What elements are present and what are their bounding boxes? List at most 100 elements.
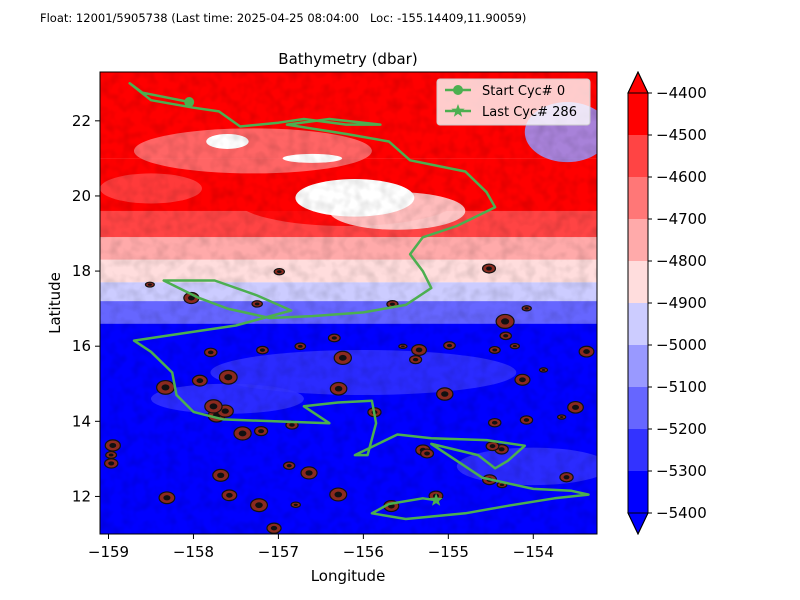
seamount-core	[286, 464, 292, 468]
seamount-core	[188, 295, 195, 301]
colorbar-tick-label: −5100	[656, 378, 707, 396]
x-tick-label: −158	[173, 543, 214, 561]
legend-start-label: Start Cyc# 0	[482, 84, 565, 99]
seamount-core	[270, 525, 278, 531]
x-tick-label: −157	[258, 543, 299, 561]
seamount-core	[305, 470, 313, 476]
seamount-core	[501, 318, 510, 325]
float-track	[128, 82, 590, 521]
seamount-core	[259, 348, 266, 352]
seamount-core	[226, 492, 233, 498]
start-marker	[184, 97, 195, 108]
colorbar-extend-bottom	[627, 512, 649, 536]
seamount-core	[519, 377, 526, 383]
seamount-core	[221, 408, 229, 414]
y-tick-label: 18	[72, 262, 91, 280]
seamount-core	[523, 418, 530, 422]
colorbar-segment	[628, 93, 648, 135]
x-tick-label: −154	[513, 543, 554, 561]
colorbar-tick-label: −4700	[656, 210, 707, 228]
seamount-core	[489, 444, 496, 449]
seamount-core	[254, 302, 260, 306]
colorbar-segment	[628, 177, 648, 219]
colorbar-tick-label: −5200	[656, 420, 707, 438]
plot-area	[100, 72, 597, 534]
colorbar-tick-label: −5400	[656, 504, 707, 522]
colorbar-tick-label: −4600	[656, 168, 707, 186]
seamount-core	[583, 349, 590, 355]
seamount-core	[293, 503, 298, 506]
y-tick-label: 12	[72, 487, 91, 505]
colorbar-tick-label: −5300	[656, 462, 707, 480]
seamount-core	[209, 403, 218, 410]
seamount-core	[108, 461, 115, 466]
seamount-core	[276, 270, 282, 274]
colorbar-tick-label: −4400	[656, 84, 707, 102]
legend-last-label: Last Cyc# 286	[482, 105, 577, 120]
y-axis-ticks: 12 14 16 18 20 22	[72, 112, 100, 505]
y-tick-label: 14	[72, 412, 91, 430]
colorbar-tick-label: −5000	[656, 336, 707, 354]
seamount-core	[196, 378, 204, 384]
x-tick-label: −159	[88, 543, 129, 561]
seamount-core	[258, 429, 265, 434]
seamount-core	[255, 502, 263, 509]
seamount-core	[109, 442, 117, 448]
seamount-core	[441, 391, 449, 397]
plot-title: Bathymetry (dbar)	[278, 50, 417, 68]
x-axis-label: Longitude	[311, 567, 386, 585]
seamount-core	[207, 350, 214, 355]
y-tick-label: 20	[72, 187, 91, 205]
x-tick-label: −155	[428, 543, 469, 561]
contour-texture	[100, 72, 597, 534]
seamount-core	[524, 307, 529, 310]
legend-box	[436, 78, 591, 126]
seamount-core	[163, 495, 171, 501]
y-tick-label: 22	[72, 112, 91, 130]
plot-frame	[99, 71, 598, 535]
seamount-core	[161, 384, 170, 391]
colorbar-segment	[628, 261, 648, 303]
seamount-core	[559, 416, 564, 418]
colorbar-segment	[628, 387, 648, 429]
legend-start-marker	[453, 85, 463, 95]
seamounts	[103, 263, 595, 534]
seamount-core	[415, 347, 423, 353]
colorbar-tick-label: −4500	[656, 126, 707, 144]
seamount-core	[446, 343, 453, 348]
seamount-core	[297, 344, 303, 348]
seamount-core	[331, 336, 337, 340]
seamount-core	[401, 345, 405, 348]
seamount-core	[498, 447, 505, 452]
colorbar-segment	[628, 429, 648, 471]
colorbar-segment	[628, 471, 648, 513]
float-info-header: Float: 12001/5905738 (Last time: 2025-04…	[40, 11, 527, 25]
seamount-core	[572, 404, 580, 410]
colorbar-tick-label: −4800	[656, 252, 707, 270]
x-tick-label: −156	[343, 543, 384, 561]
legend: Start Cyc# 0 Last Cyc# 286	[436, 78, 591, 126]
y-axis-label: Latitude	[46, 272, 64, 334]
colorbar-segment	[628, 135, 648, 177]
seamount-core	[412, 357, 419, 362]
seamount-core	[492, 348, 498, 352]
colorbar: −5400 −5300 −5200 −5100 −5000 −4900 −4800 −4700…	[627, 70, 707, 536]
legend-last-marker	[451, 104, 465, 117]
seamount-core	[503, 334, 509, 338]
last-marker	[429, 493, 443, 506]
seamount-core	[512, 344, 517, 348]
colorbar-extend-top	[627, 70, 649, 94]
seamount-core	[334, 385, 343, 392]
colorbar-segment	[628, 219, 648, 261]
y-tick-label: 16	[72, 337, 91, 355]
x-axis-ticks: −159 −158 −157 −156 −155 −154	[88, 534, 554, 561]
seamount-core	[147, 283, 152, 286]
seamount-core	[289, 423, 295, 427]
seamount-core	[217, 472, 225, 478]
colorbar-segment	[628, 345, 648, 387]
seamount-core	[486, 266, 492, 271]
seamount-core	[563, 475, 570, 480]
seamount-core	[224, 374, 233, 381]
colorbar-segment	[628, 303, 648, 345]
seamount-core	[541, 369, 546, 371]
